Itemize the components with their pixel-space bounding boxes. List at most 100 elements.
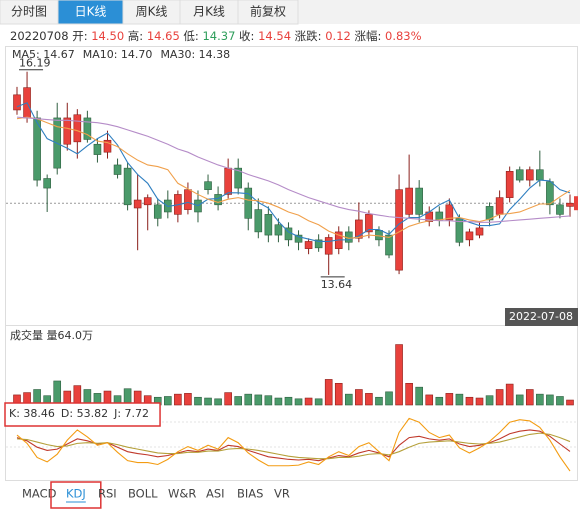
volume-bar xyxy=(224,392,232,406)
candle-body xyxy=(375,230,383,241)
volume-bar xyxy=(505,383,514,406)
volume-bar xyxy=(304,397,313,406)
kdj-readout-box xyxy=(4,402,161,427)
volume-bar xyxy=(334,382,343,406)
candle-body xyxy=(43,178,51,189)
volume-bar xyxy=(194,396,202,406)
indicator-selected-box xyxy=(50,481,102,509)
volume-bar xyxy=(234,396,242,406)
indicator-tab[interactable]: VR xyxy=(274,487,290,501)
volume-title: 成交量 量64.0万 xyxy=(10,328,93,342)
quote-segment: 0.83% xyxy=(385,29,422,43)
volume-bar xyxy=(324,379,333,406)
quote-segment: 0.12 xyxy=(325,29,351,43)
tab-label[interactable]: 周K线 xyxy=(136,5,168,19)
candle-body xyxy=(314,239,323,249)
candle-body xyxy=(33,117,41,181)
candle-body xyxy=(103,139,112,153)
candle-body xyxy=(515,169,524,181)
candle-body xyxy=(83,117,92,140)
candle-body xyxy=(63,117,72,145)
kdj-readout: K: 38.46 xyxy=(9,407,55,420)
candle-body xyxy=(445,204,454,221)
tab[interactable] xyxy=(237,0,299,25)
volume-bar xyxy=(546,394,554,406)
volume-bar xyxy=(264,395,273,406)
extreme-label: 16.19 xyxy=(19,57,50,70)
candle-body xyxy=(234,167,242,189)
indicator-tab[interactable]: BIAS xyxy=(237,487,263,501)
candle-body xyxy=(184,189,192,210)
candle-body xyxy=(304,241,313,249)
quote-segment: 14.54 xyxy=(258,29,291,43)
tab-label[interactable]: 分时图 xyxy=(11,5,47,19)
volume-bar xyxy=(485,395,494,406)
indicator-line xyxy=(16,116,571,223)
volume-bar xyxy=(214,398,222,406)
indicator-tab[interactable]: W&R xyxy=(168,487,196,501)
candle-body xyxy=(93,143,102,155)
volume-bar xyxy=(435,396,444,406)
ma-legend: MA5: 14.67 xyxy=(12,48,75,61)
volume-bar xyxy=(525,389,534,406)
volume-bar xyxy=(284,396,293,406)
quote-info: 20220708 开: 14.50 高: 14.65 低: 14.37 收: 1… xyxy=(10,29,422,43)
volume-bar xyxy=(355,389,363,406)
candle-body xyxy=(324,237,333,255)
cursor-date: 2022-07-08 xyxy=(509,310,573,323)
tab-label[interactable]: 月K线 xyxy=(193,5,225,19)
candle-body xyxy=(566,202,574,207)
candle-body xyxy=(525,169,534,181)
tab-label[interactable]: 日K线 xyxy=(75,5,107,19)
quote-segment: 低: xyxy=(180,29,203,43)
candle-body xyxy=(153,204,162,219)
kdj-readout: D: 53.82 xyxy=(61,407,108,420)
candle-body xyxy=(465,231,474,241)
ma-legend: MA30: 14.38 xyxy=(160,48,230,61)
volume-bar xyxy=(405,382,413,406)
candle-body xyxy=(495,197,504,215)
volume-bar xyxy=(184,393,192,406)
extreme-label: 13.64 xyxy=(321,278,353,291)
candle-body xyxy=(395,189,403,271)
quote-segment: 14.37 xyxy=(202,29,235,43)
indicator-tab[interactable]: MACD xyxy=(22,487,57,501)
candle-body xyxy=(133,199,142,209)
indicator-tab[interactable]: BOLL xyxy=(128,487,158,501)
candle-body xyxy=(505,171,514,198)
volume-bar xyxy=(495,389,504,406)
current-marker xyxy=(574,196,578,211)
date-box xyxy=(505,308,578,326)
candle-body xyxy=(294,234,303,243)
candle-body xyxy=(73,114,82,143)
volume-bar xyxy=(445,393,454,406)
indicator-tab[interactable]: KDJ xyxy=(66,487,86,501)
quote-segment: 20220708 开: xyxy=(10,29,91,43)
volume-bar xyxy=(164,396,172,406)
tab-label[interactable]: 前复权 xyxy=(250,4,286,19)
candle-body xyxy=(475,227,484,236)
candle-body xyxy=(536,169,544,181)
candle-body xyxy=(405,187,413,215)
candle-body xyxy=(224,167,232,195)
indicator-line xyxy=(16,116,571,239)
volume-bar xyxy=(385,391,393,406)
volume-bar xyxy=(254,394,263,406)
volume-bar xyxy=(375,396,383,406)
volume-bar xyxy=(536,393,544,406)
volume-bar xyxy=(475,397,484,406)
indicator-tab[interactable]: ASI xyxy=(206,487,225,501)
quote-segment: 涨幅: xyxy=(351,29,385,43)
volume-bar xyxy=(566,399,574,406)
candle-body xyxy=(244,187,253,219)
tab[interactable] xyxy=(122,0,181,25)
volume-bar xyxy=(244,393,253,406)
volume-bar xyxy=(515,394,524,406)
volume-bar xyxy=(415,386,423,406)
indicator-line xyxy=(16,417,571,472)
volume-bar xyxy=(425,394,434,406)
indicator-tab[interactable]: RSI xyxy=(98,487,117,501)
volume-bar xyxy=(455,393,464,406)
